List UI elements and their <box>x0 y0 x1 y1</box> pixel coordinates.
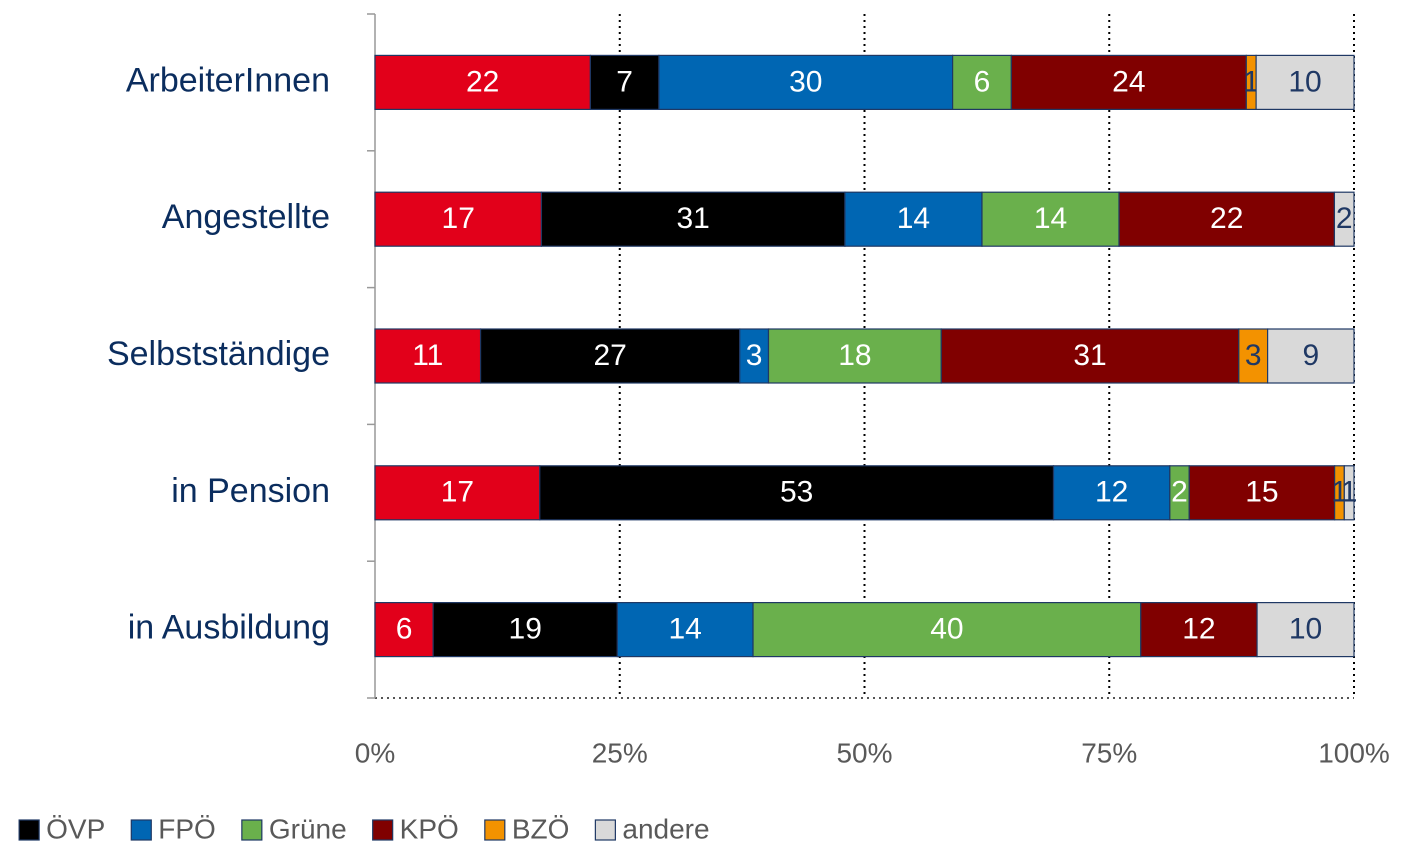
x-tick-label: 100% <box>1318 737 1390 768</box>
bar-segment <box>844 191 983 247</box>
legend-swatch <box>241 819 263 841</box>
data-label: 22 <box>1210 202 1243 235</box>
data-label: 11 <box>412 339 443 372</box>
data-label: 14 <box>897 202 930 235</box>
bar-segment <box>374 54 591 111</box>
bar-segment <box>374 601 434 658</box>
bar-segment <box>1010 54 1247 111</box>
data-label: 6 <box>974 65 991 98</box>
category-label: ArbeiterInnen <box>126 61 330 99</box>
data-label: 14 <box>668 613 701 646</box>
data-label: 3 <box>746 339 763 372</box>
bar-segment <box>1256 601 1355 658</box>
data-label: 6 <box>396 613 413 646</box>
data-label: 3 <box>1245 339 1262 372</box>
category-label: in Ausbildung <box>128 609 330 647</box>
category-label: Angestellte <box>162 198 330 236</box>
bar-segment <box>1333 191 1355 247</box>
legend-label: FPÖ <box>158 813 216 844</box>
bar-segment <box>374 465 541 521</box>
data-label: 31 <box>1073 339 1106 372</box>
data-label: 31 <box>676 202 709 235</box>
data-label: 2 <box>1336 202 1353 235</box>
data-label: 17 <box>442 202 475 235</box>
category-label: Selbstständige <box>107 335 330 373</box>
data-label: 30 <box>789 65 822 98</box>
legend-label: BZÖ <box>512 813 570 844</box>
data-label: 40 <box>930 613 963 646</box>
data-label: 17 <box>441 476 474 509</box>
legend-label: andere <box>622 813 709 844</box>
bar-segment <box>1140 601 1258 658</box>
x-tick-label: 0% <box>355 737 395 768</box>
data-label: 18 <box>838 339 871 372</box>
bar-segment <box>739 328 770 384</box>
bar-segment <box>479 328 741 384</box>
data-label: 12 <box>1182 613 1215 646</box>
data-label: 15 <box>1245 476 1278 509</box>
data-label: 2 <box>1171 476 1188 509</box>
bar-segment <box>1188 465 1336 521</box>
bar-segment <box>540 191 846 247</box>
bar-segment <box>940 328 1240 384</box>
bar-segment <box>374 191 543 247</box>
bar-segment <box>1255 54 1355 111</box>
data-label: 10 <box>1289 613 1322 646</box>
data-label: 1 <box>1331 476 1348 509</box>
data-label: 1 <box>1341 476 1358 509</box>
legend-label: KPÖ <box>400 813 459 844</box>
data-label: 12 <box>1095 476 1128 509</box>
x-tick-label: 25% <box>592 737 648 768</box>
data-label: 24 <box>1112 65 1145 98</box>
bar-segment <box>658 54 954 111</box>
legend-swatch <box>594 819 616 841</box>
bar-segment <box>539 465 1055 521</box>
bar-segment <box>1267 328 1355 384</box>
data-label: 22 <box>466 65 499 98</box>
bar-segment <box>952 54 1012 111</box>
bar-segment <box>616 601 754 658</box>
legend-swatch <box>18 819 40 841</box>
data-label: 27 <box>593 339 626 372</box>
legend-label: Grüne <box>269 813 347 844</box>
data-label: 9 <box>1302 339 1319 372</box>
bar-segment <box>1052 465 1171 521</box>
x-tick-label: 75% <box>1081 737 1137 768</box>
bar-segment <box>432 601 618 658</box>
x-tick-label: 50% <box>836 737 892 768</box>
bar-segment <box>981 191 1120 247</box>
legend-label: ÖVP <box>46 813 105 844</box>
legend-swatch <box>484 819 506 841</box>
bar-segment <box>752 601 1142 658</box>
category-label: in Pension <box>171 472 330 510</box>
data-label: 1 <box>1243 65 1260 98</box>
bar-segment <box>1118 191 1336 247</box>
legend-swatch <box>372 819 394 841</box>
bar-segment <box>374 328 482 384</box>
data-label: 53 <box>780 476 813 509</box>
bar-segment <box>589 54 660 111</box>
data-label: 19 <box>509 613 542 646</box>
data-label: 7 <box>616 65 633 98</box>
legend-swatch <box>130 819 152 841</box>
data-label: 10 <box>1288 65 1321 98</box>
data-label: 14 <box>1034 202 1067 235</box>
bar-segment <box>767 328 942 384</box>
bar-segment <box>1343 465 1355 521</box>
